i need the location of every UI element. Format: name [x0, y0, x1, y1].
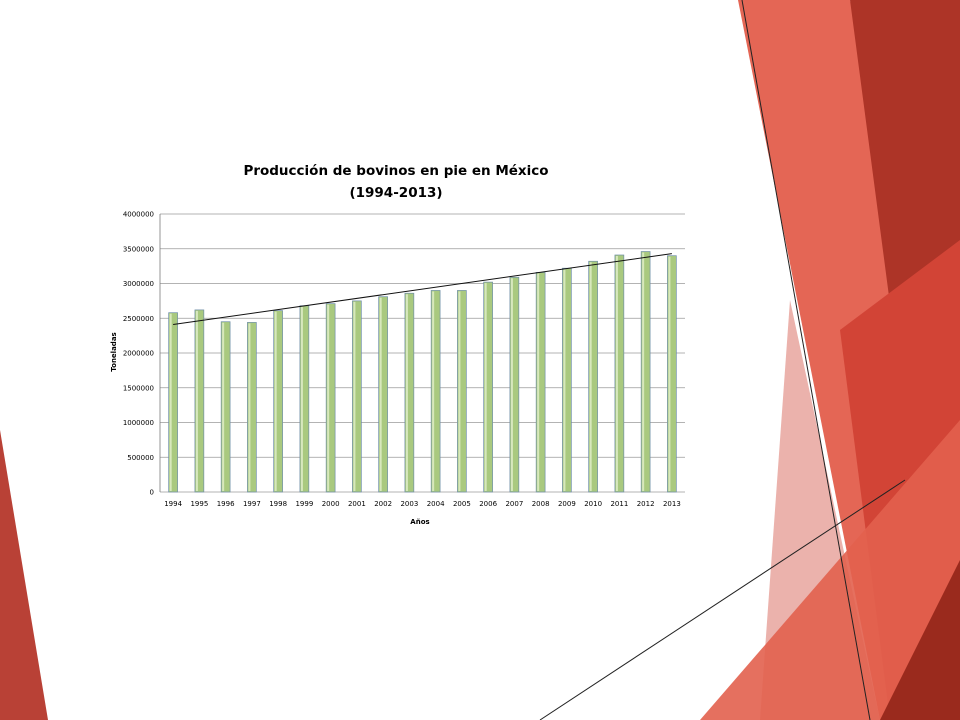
- x-tick-label: 1997: [243, 500, 261, 508]
- x-tick-label: 2001: [348, 500, 366, 508]
- corner-accent-shape: [880, 560, 960, 720]
- bars: [168, 251, 677, 493]
- y-tick-labels: 0 500000 1000000 1500000 2000000 2500000 30000…: [123, 211, 154, 497]
- gridlines: [159, 213, 685, 493]
- bar-2012: [640, 251, 651, 493]
- x-tick-label: 2006: [479, 500, 497, 508]
- bar-highlight: [484, 283, 487, 491]
- x-tick-label: 2000: [322, 500, 340, 508]
- bar-highlight: [537, 273, 540, 491]
- y-tick-label: 0: [150, 489, 154, 497]
- bar-1995: [194, 309, 205, 493]
- x-tick-label: 1994: [164, 500, 182, 508]
- bar-2002: [378, 296, 388, 493]
- left-accent-shape: [0, 430, 48, 720]
- x-tick-label: 2007: [505, 500, 523, 508]
- y-axis-title: Toneladas: [110, 332, 118, 371]
- bar-highlight: [405, 294, 408, 491]
- bar-highlight: [327, 304, 330, 491]
- bar-highlight: [432, 291, 435, 491]
- trendline: [173, 253, 672, 326]
- x-axis-title: Años: [410, 518, 429, 526]
- bar-highlight: [169, 313, 172, 491]
- chart-title: Producción de bovinos en pie en México: [243, 163, 548, 179]
- x-tick-label: 2004: [427, 500, 445, 508]
- bar-highlight: [668, 256, 671, 491]
- bar-1994: [168, 312, 178, 493]
- x-tick-label: 2013: [663, 500, 681, 508]
- y-tick-label: 2500000: [123, 315, 154, 323]
- decor-line-1: [741, 0, 871, 720]
- bar-highlight: [589, 262, 592, 491]
- y-tick-label: 3500000: [123, 245, 154, 253]
- bar-highlight: [458, 291, 461, 491]
- x-tick-label: 2008: [532, 500, 550, 508]
- bar-highlight: [615, 256, 618, 491]
- bar-highlight: [510, 278, 513, 491]
- bar-2003: [404, 292, 415, 493]
- x-tick-label: 1995: [190, 500, 208, 508]
- x-tick-label: 2009: [558, 500, 576, 508]
- trendline-group: [173, 253, 672, 326]
- bar-highlight: [642, 252, 645, 491]
- bar-highlight: [379, 297, 382, 491]
- y-tick-label: 1000000: [123, 419, 154, 427]
- bar-2010: [588, 260, 598, 493]
- bar-2000: [325, 303, 336, 493]
- x-tick-label: 2003: [400, 500, 418, 508]
- x-tick-label: 1998: [269, 500, 287, 508]
- x-tick-label: 2010: [584, 500, 602, 508]
- x-tick-label: 2002: [374, 500, 392, 508]
- bar-highlight: [195, 310, 198, 491]
- bar-highlight: [222, 322, 225, 491]
- y-tick-label: 500000: [127, 454, 154, 462]
- bar-2013: [667, 255, 677, 493]
- x-tick-label: 1999: [295, 500, 313, 508]
- bar-highlight: [563, 269, 566, 491]
- bar-chart: Producción de bovinos en pie en México (…: [110, 163, 685, 526]
- x-tick-label: 2005: [453, 500, 471, 508]
- x-tick-label: 2011: [610, 500, 628, 508]
- x-tick-label: 2012: [637, 500, 655, 508]
- y-tick-label: 4000000: [123, 211, 154, 219]
- bar-2004: [430, 290, 441, 493]
- x-tick-label: 1996: [217, 500, 235, 508]
- bar-2011: [614, 254, 625, 493]
- bar-highlight: [274, 311, 277, 491]
- bar-1996: [220, 321, 231, 493]
- x-tick-labels: 1994 1995 1996 1997 1998 1999 2000 2001 2002 2003…: [164, 500, 681, 508]
- y-tick-label: 2000000: [123, 350, 154, 358]
- bar-highlight: [353, 301, 356, 491]
- bar-2005: [457, 290, 467, 493]
- bar-1997: [247, 322, 257, 493]
- bar-2006: [483, 281, 493, 493]
- y-tick-label: 1500000: [123, 384, 154, 392]
- bar-1998: [273, 310, 283, 493]
- bottom-accent-shape: [700, 420, 960, 720]
- chart-subtitle: (1994-2013): [349, 185, 442, 201]
- bar-highlight: [300, 306, 303, 491]
- y-tick-label: 3000000: [123, 280, 154, 288]
- decor-line-2: [539, 479, 906, 720]
- bar-highlight: [248, 323, 251, 491]
- bar-2001: [352, 300, 362, 493]
- bar-2007: [509, 276, 520, 493]
